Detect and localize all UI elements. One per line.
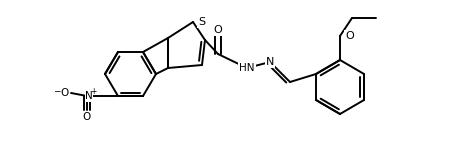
Text: O: O: [344, 31, 353, 41]
Text: N: N: [265, 57, 273, 67]
Text: −: −: [53, 86, 61, 95]
Text: O: O: [83, 112, 91, 122]
Text: N: N: [85, 91, 93, 101]
Text: O: O: [213, 25, 222, 35]
Text: HN: HN: [239, 63, 254, 73]
Text: S: S: [197, 17, 205, 27]
Text: O: O: [61, 88, 69, 98]
Text: +: +: [90, 86, 96, 95]
